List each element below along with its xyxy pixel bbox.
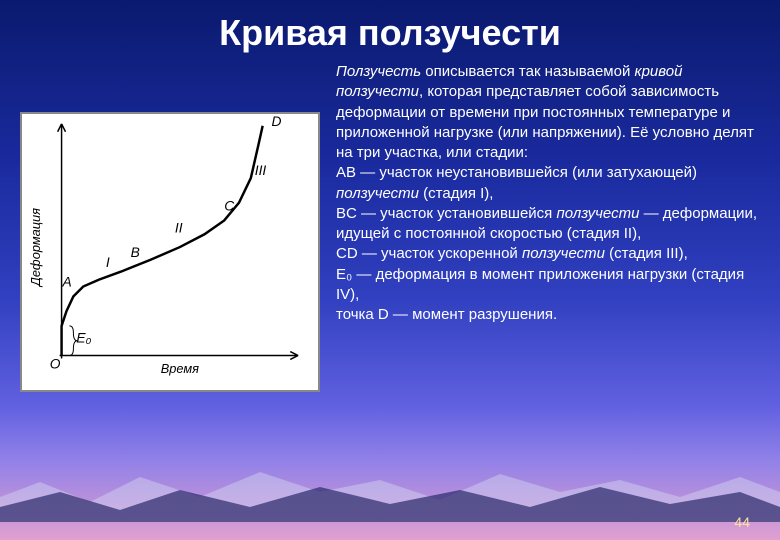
svg-text:E₀: E₀ <box>76 331 91 346</box>
svg-text:Деформация: Деформация <box>28 208 43 288</box>
svg-text:O: O <box>50 356 61 371</box>
svg-text:II: II <box>175 220 183 235</box>
svg-text:C: C <box>224 199 235 214</box>
page-number: 44 <box>734 514 750 530</box>
svg-text:III: III <box>255 163 267 178</box>
description-text: Ползучесть описывается так называемой кр… <box>336 62 760 392</box>
slide-title: Кривая ползучести <box>0 0 780 62</box>
chart-svg: O Время Деформация E₀ A I B II C III D <box>22 114 318 390</box>
svg-text:I: I <box>106 255 110 270</box>
svg-text:Время: Время <box>161 361 199 376</box>
svg-text:B: B <box>131 245 140 260</box>
creep-curve-chart: O Время Деформация E₀ A I B II C III D <box>20 112 320 392</box>
mountain-decoration <box>0 462 780 522</box>
content-row: O Время Деформация E₀ A I B II C III D Ползучесть … <box>0 62 780 392</box>
svg-text:A: A <box>62 275 72 290</box>
svg-text:D: D <box>272 114 282 129</box>
term-creep: Ползучесть <box>336 63 421 80</box>
